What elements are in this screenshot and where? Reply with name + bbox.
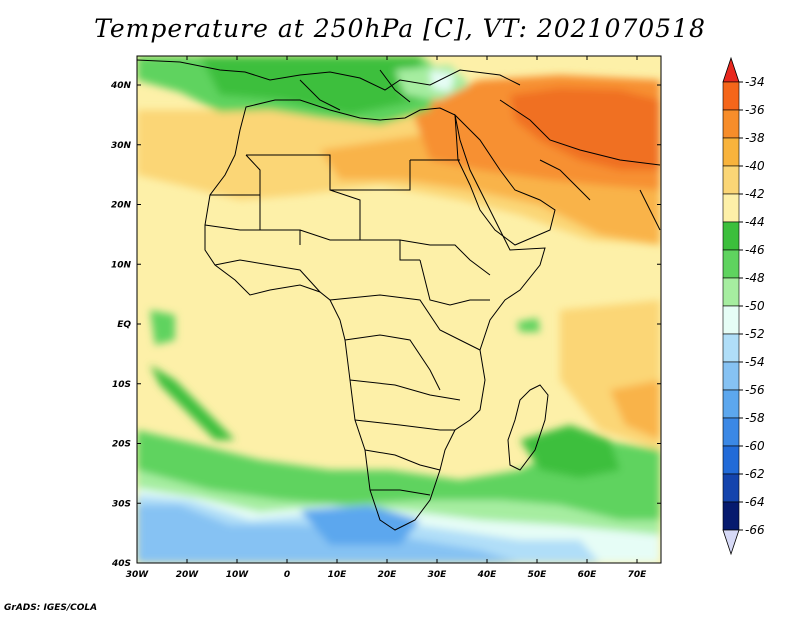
colorbar-label: -60: [745, 439, 765, 453]
europe-coastline: [137, 59, 521, 91]
lon-label: 30W: [126, 570, 150, 580]
colorbar-swatch: [722, 137, 740, 167]
lon-label: 40E: [477, 570, 498, 580]
lon-label: 70E: [628, 570, 648, 580]
map-frame: [136, 55, 662, 564]
colorbar-swatch: [722, 361, 740, 391]
colorbar-swatch: [722, 277, 740, 307]
colorbar-over-triangle: [722, 56, 740, 83]
lat-label: 30S: [112, 499, 131, 509]
credit-text: GrADS: IGES/COLA: [4, 603, 98, 613]
colorbar-label: -50: [745, 299, 765, 313]
lon-label: 10E: [328, 570, 348, 580]
coastlines: [137, 59, 661, 531]
colorbar-label: -40: [745, 159, 765, 173]
lon-label: 10W: [226, 570, 250, 580]
latitude-labels: 40N 30N 20N 10N EQ 10S 20S 30S 40S: [110, 81, 661, 569]
lon-label: 0: [284, 570, 290, 580]
iran-coastline: [499, 99, 661, 166]
colorbar-swatch: [722, 193, 740, 223]
lon-label: 20E: [378, 570, 398, 580]
lat-label: 40S: [111, 559, 131, 569]
colorbar-swatch: [722, 249, 740, 279]
colorbar-label: -64: [745, 495, 765, 509]
map-title: Temperature at 250hPa [C], VT: 202107051…: [94, 14, 706, 43]
colorbar-label: -42: [745, 187, 765, 201]
lat-label: 20N: [111, 201, 132, 211]
colorbar-label: -52: [745, 327, 765, 341]
colorbar-swatch: [722, 221, 740, 251]
colorbar-swatch: [722, 109, 740, 139]
madagascar-coastline: [507, 384, 549, 471]
gulf-coastline: [539, 159, 591, 201]
colorbar-swatch: [722, 305, 740, 335]
lon-label: 60E: [578, 570, 598, 580]
colorbar-swatch: [722, 333, 740, 363]
colorbar-label: -66: [745, 523, 765, 537]
colorbar-swatch: [722, 501, 740, 531]
colorbar-label: -58: [745, 411, 765, 425]
lat-label: 20S: [112, 440, 131, 450]
colorbar-label: -44: [745, 215, 765, 229]
colorbar-label: -46: [745, 243, 765, 257]
colorbar-label: -54: [745, 355, 765, 369]
colorbar-label: -38: [745, 131, 765, 145]
colorbar-swatch: [722, 389, 740, 419]
lon-label: 50E: [528, 570, 548, 580]
lat-label: 10N: [111, 260, 132, 270]
colorbar-under-triangle: [722, 529, 740, 556]
colorbar-swatch: [722, 81, 740, 111]
lat-label: 30N: [111, 141, 132, 151]
lon-label: 20W: [176, 570, 200, 580]
lat-label: 40N: [110, 81, 132, 91]
colorbar-label: -36: [745, 103, 765, 117]
colorbar-label: -62: [745, 467, 765, 481]
colorbar-swatch: [722, 165, 740, 195]
arabia-coastline: [454, 113, 556, 246]
africa-coastline: [204, 99, 546, 531]
lon-label: 30E: [428, 570, 448, 580]
longitude-labels: 30W 20W 10W 0 10E 20E 30E 40E 50E 60E 70E: [126, 56, 647, 580]
lat-label: 10S: [112, 380, 131, 390]
colorbar-label: -48: [745, 271, 765, 285]
colorbar-swatch: [722, 473, 740, 503]
lat-label: EQ: [117, 320, 131, 330]
colorbar-label: -34: [745, 75, 765, 89]
colorbar-label: -56: [745, 383, 765, 397]
colorbar-swatch: [722, 445, 740, 475]
colorbar-swatch: [722, 417, 740, 447]
colorbar: -34 -36 -38 -40 -42 -44 -46 -48 -50 -52 -54 -56 -58 -…: [722, 56, 765, 556]
temperature-field: [137, 56, 661, 563]
